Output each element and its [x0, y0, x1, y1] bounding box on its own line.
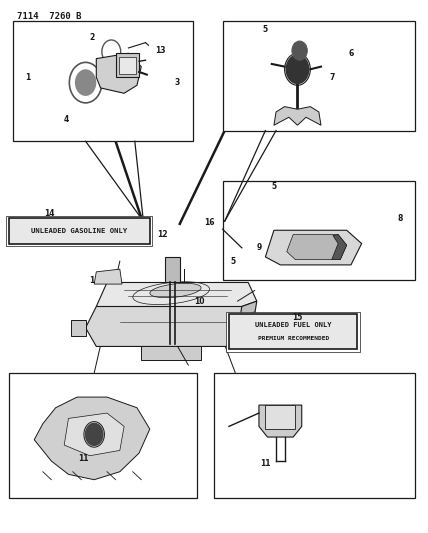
- Bar: [9, 218, 150, 244]
- Bar: [223, 21, 415, 131]
- Polygon shape: [86, 306, 253, 346]
- Text: 15: 15: [292, 313, 303, 321]
- Polygon shape: [96, 282, 257, 306]
- Polygon shape: [141, 346, 201, 360]
- Bar: [13, 21, 193, 141]
- Text: 6: 6: [348, 49, 354, 58]
- Bar: [6, 216, 152, 246]
- Text: 1: 1: [89, 277, 95, 285]
- Circle shape: [75, 69, 96, 96]
- Polygon shape: [265, 230, 362, 265]
- Text: 10: 10: [194, 297, 204, 305]
- Polygon shape: [235, 301, 257, 346]
- Text: 5: 5: [271, 182, 276, 191]
- Text: 8: 8: [398, 214, 403, 223]
- Ellipse shape: [150, 283, 201, 298]
- Text: 2: 2: [89, 33, 95, 42]
- Polygon shape: [332, 235, 347, 260]
- Text: 11: 11: [260, 459, 270, 468]
- Bar: [165, 257, 180, 282]
- Text: 12: 12: [158, 230, 168, 239]
- Bar: [214, 373, 415, 498]
- Text: 3: 3: [175, 78, 180, 87]
- Polygon shape: [119, 57, 136, 74]
- Text: 4: 4: [64, 116, 69, 124]
- Polygon shape: [96, 53, 141, 93]
- Text: UNLEADED GASOLINE ONLY: UNLEADED GASOLINE ONLY: [31, 228, 127, 234]
- Polygon shape: [242, 312, 257, 330]
- Circle shape: [85, 423, 104, 446]
- Text: 7: 7: [329, 73, 334, 82]
- Text: PREMIUM RECOMMENDED: PREMIUM RECOMMENDED: [258, 336, 329, 341]
- Text: 7114  7260 B: 7114 7260 B: [17, 12, 82, 21]
- Text: 5: 5: [231, 257, 236, 265]
- Polygon shape: [287, 235, 347, 260]
- Polygon shape: [64, 413, 124, 456]
- Polygon shape: [34, 397, 150, 480]
- Text: 9: 9: [256, 244, 262, 252]
- Polygon shape: [94, 269, 122, 284]
- Bar: [9, 373, 197, 498]
- Text: 14: 14: [44, 209, 54, 217]
- Circle shape: [285, 54, 309, 84]
- Bar: [229, 314, 357, 349]
- Polygon shape: [274, 107, 321, 125]
- Text: 5: 5: [263, 25, 268, 34]
- Polygon shape: [116, 53, 139, 77]
- Text: 16: 16: [205, 218, 215, 227]
- Circle shape: [292, 41, 307, 60]
- Text: 1: 1: [25, 73, 30, 82]
- Bar: [226, 312, 360, 352]
- Polygon shape: [71, 320, 86, 336]
- Bar: [265, 405, 295, 429]
- Polygon shape: [259, 405, 302, 437]
- Text: 11: 11: [78, 454, 89, 463]
- Text: 13: 13: [155, 46, 166, 55]
- Bar: [223, 181, 415, 280]
- Text: UNLEADED FUEL ONLY: UNLEADED FUEL ONLY: [255, 322, 331, 328]
